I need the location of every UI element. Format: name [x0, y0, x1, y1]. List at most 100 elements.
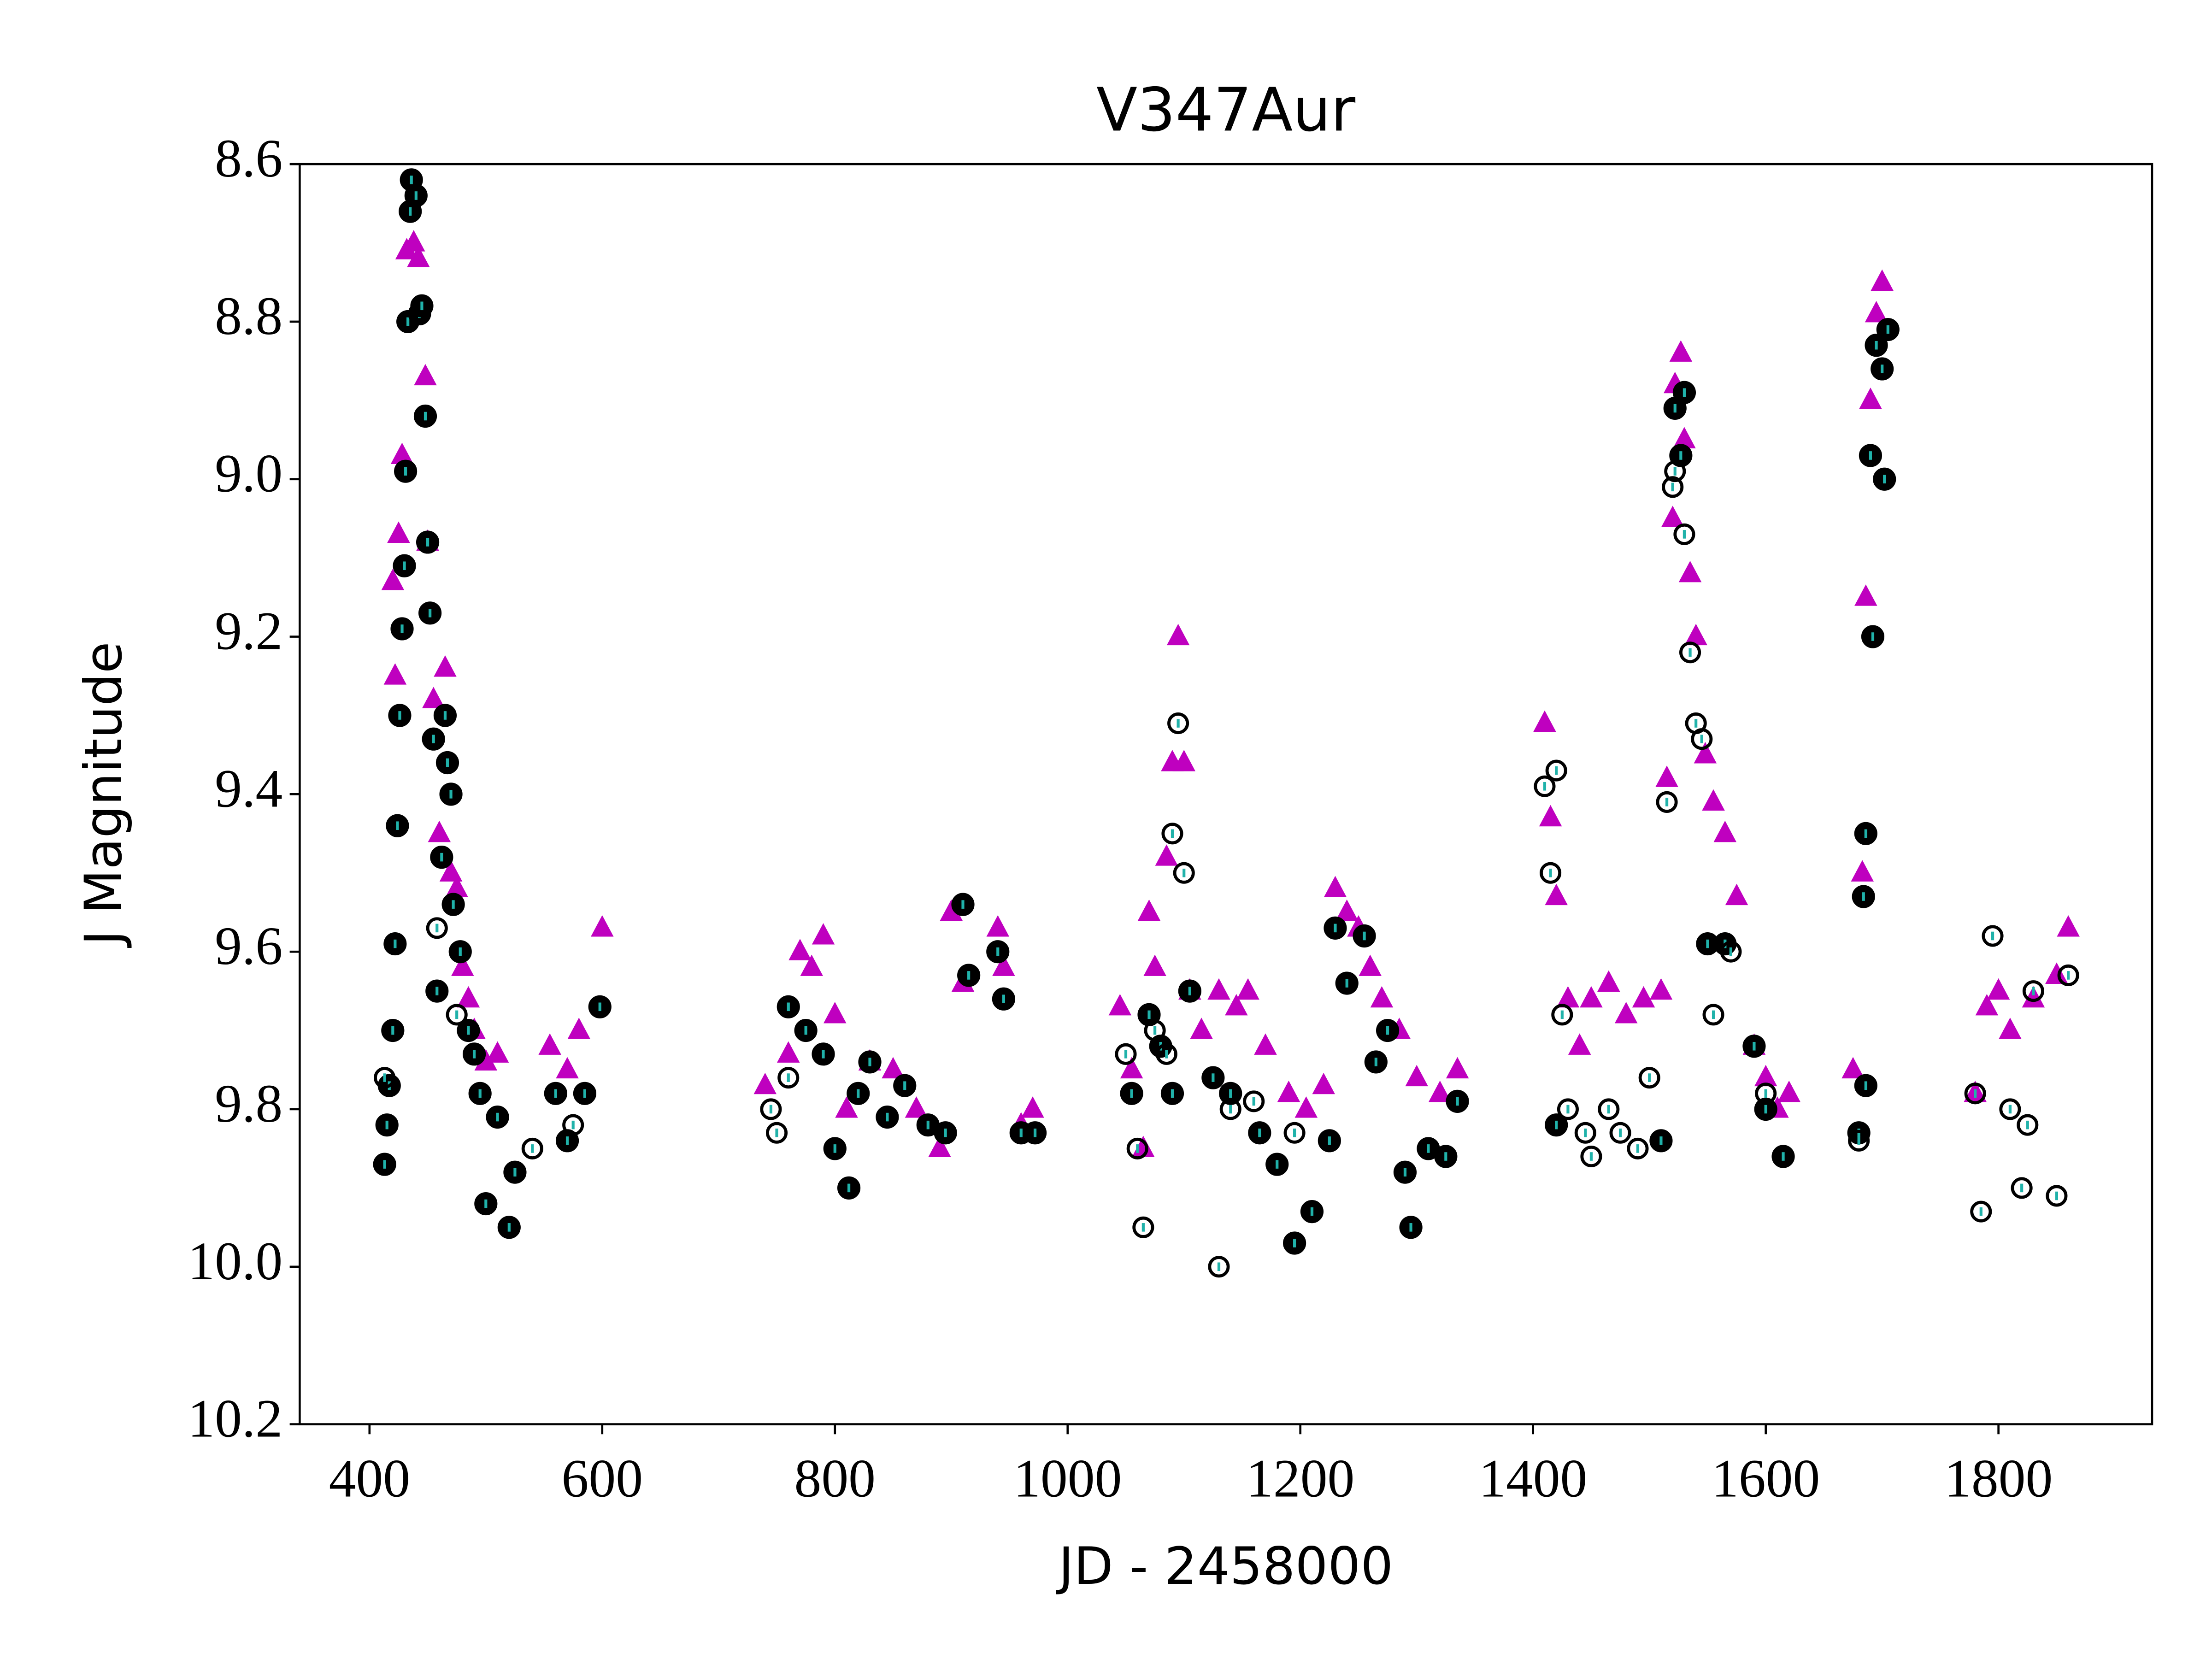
open-point	[1664, 460, 1686, 482]
y-tick-label: 10.2	[188, 1389, 282, 1449]
open-point	[521, 1137, 543, 1159]
open-point	[765, 1122, 788, 1144]
triangle-point	[383, 663, 407, 685]
triangle-point	[422, 687, 445, 708]
triangle-point	[753, 1072, 777, 1094]
open-point	[1574, 1122, 1596, 1144]
open-point	[1970, 1200, 1992, 1223]
triangle-point	[567, 1018, 591, 1039]
open-point	[1999, 1098, 2021, 1120]
open-point	[1219, 1098, 1241, 1120]
open-point	[1283, 1122, 1306, 1144]
open-point	[1208, 1256, 1230, 1278]
triangle-point	[538, 1033, 561, 1055]
triangle-point	[1539, 805, 1562, 827]
open-point	[1155, 1043, 1177, 1065]
open-point	[1540, 862, 1562, 884]
open-point	[2011, 1177, 2033, 1199]
y-tick-label: 9.4	[215, 759, 282, 818]
triangle-point	[940, 899, 963, 921]
triangle-point	[486, 1041, 509, 1063]
triangle-point	[1684, 624, 1707, 646]
triangle-point	[1754, 1065, 1777, 1087]
open-point	[1598, 1098, 1620, 1120]
triangle-point	[1678, 560, 1702, 582]
triangle-point	[1254, 1033, 1277, 1055]
triangle-point	[1428, 1080, 1452, 1102]
triangle-point	[1669, 340, 1693, 362]
chart-title: V347Aur	[1096, 75, 1356, 145]
open-point	[1580, 1145, 1602, 1168]
triangle-point	[812, 923, 835, 945]
x-tick-label: 1400	[1479, 1449, 1587, 1509]
triangle-point	[1446, 1057, 1469, 1079]
open-point	[1982, 925, 2004, 947]
triangle-point	[800, 954, 824, 976]
triangle-point	[1335, 899, 1359, 921]
open-point	[1848, 1130, 1870, 1152]
triangle-point	[1236, 978, 1259, 1000]
y-axis-label: J Magnitude	[74, 641, 134, 948]
open-point	[374, 1067, 396, 1089]
triangle-point	[1568, 1033, 1591, 1055]
triangle-point	[1649, 978, 1673, 1000]
triangle-point	[390, 442, 414, 465]
open-point	[1557, 1098, 1579, 1120]
triangle-point	[387, 521, 410, 543]
triangle-point	[1359, 954, 1382, 976]
x-tick-label: 800	[794, 1449, 876, 1509]
open-point	[1144, 1019, 1166, 1041]
plot-frame	[299, 163, 2153, 1425]
triangle-point	[777, 1041, 800, 1063]
triangle-point	[1854, 584, 1877, 606]
triangle-point	[1155, 844, 1178, 866]
open-point	[1679, 641, 1701, 664]
x-tick-label: 1800	[1944, 1449, 2053, 1509]
x-tick-label: 400	[329, 1449, 410, 1509]
triangle-point	[1143, 954, 1166, 976]
open-point	[1126, 1137, 1148, 1159]
open-point	[1691, 728, 1713, 750]
open-point	[2017, 1114, 2039, 1136]
triangle-point	[414, 364, 437, 386]
open-point	[1673, 523, 1695, 545]
triangle-point	[1655, 765, 1678, 787]
triangle-point	[445, 876, 468, 898]
triangle-point	[1137, 899, 1161, 921]
triangle-point	[1865, 300, 1888, 323]
triangle-point	[1673, 427, 1696, 448]
triangle-point	[1632, 986, 1655, 1008]
open-point	[1243, 1090, 1265, 1112]
open-point	[777, 1067, 800, 1089]
open-point	[2022, 980, 2044, 1002]
triangle-point	[402, 230, 425, 252]
open-point	[1662, 476, 1684, 498]
triangle-point	[1975, 994, 1999, 1016]
open-point	[426, 917, 448, 939]
triangle-point	[2057, 915, 2080, 937]
triangle-point	[407, 246, 430, 267]
triangle-point	[1370, 986, 1394, 1008]
triangle-point	[1545, 883, 1568, 906]
triangle-point	[1597, 970, 1620, 992]
triangle-point	[1614, 1002, 1638, 1024]
triangle-point	[1405, 1065, 1428, 1087]
y-tick-label: 9.6	[215, 916, 282, 976]
open-point	[1545, 759, 1567, 782]
triangle-point	[1108, 994, 1132, 1016]
open-point	[1755, 1082, 1777, 1105]
triangle-point	[474, 1049, 498, 1071]
open-point	[1161, 823, 1183, 845]
x-tick-label: 1000	[1013, 1449, 1122, 1509]
triangle-point	[451, 954, 474, 976]
triangle-point	[428, 820, 451, 842]
open-point	[1132, 1216, 1154, 1238]
open-point	[1964, 1082, 1986, 1105]
triangle-point	[788, 939, 812, 960]
open-point	[1551, 1004, 1573, 1026]
triangle-point	[1533, 710, 1556, 732]
open-point	[1702, 1004, 1724, 1026]
triangle-point	[1777, 1080, 1800, 1102]
triangle-point	[1999, 1018, 2022, 1039]
